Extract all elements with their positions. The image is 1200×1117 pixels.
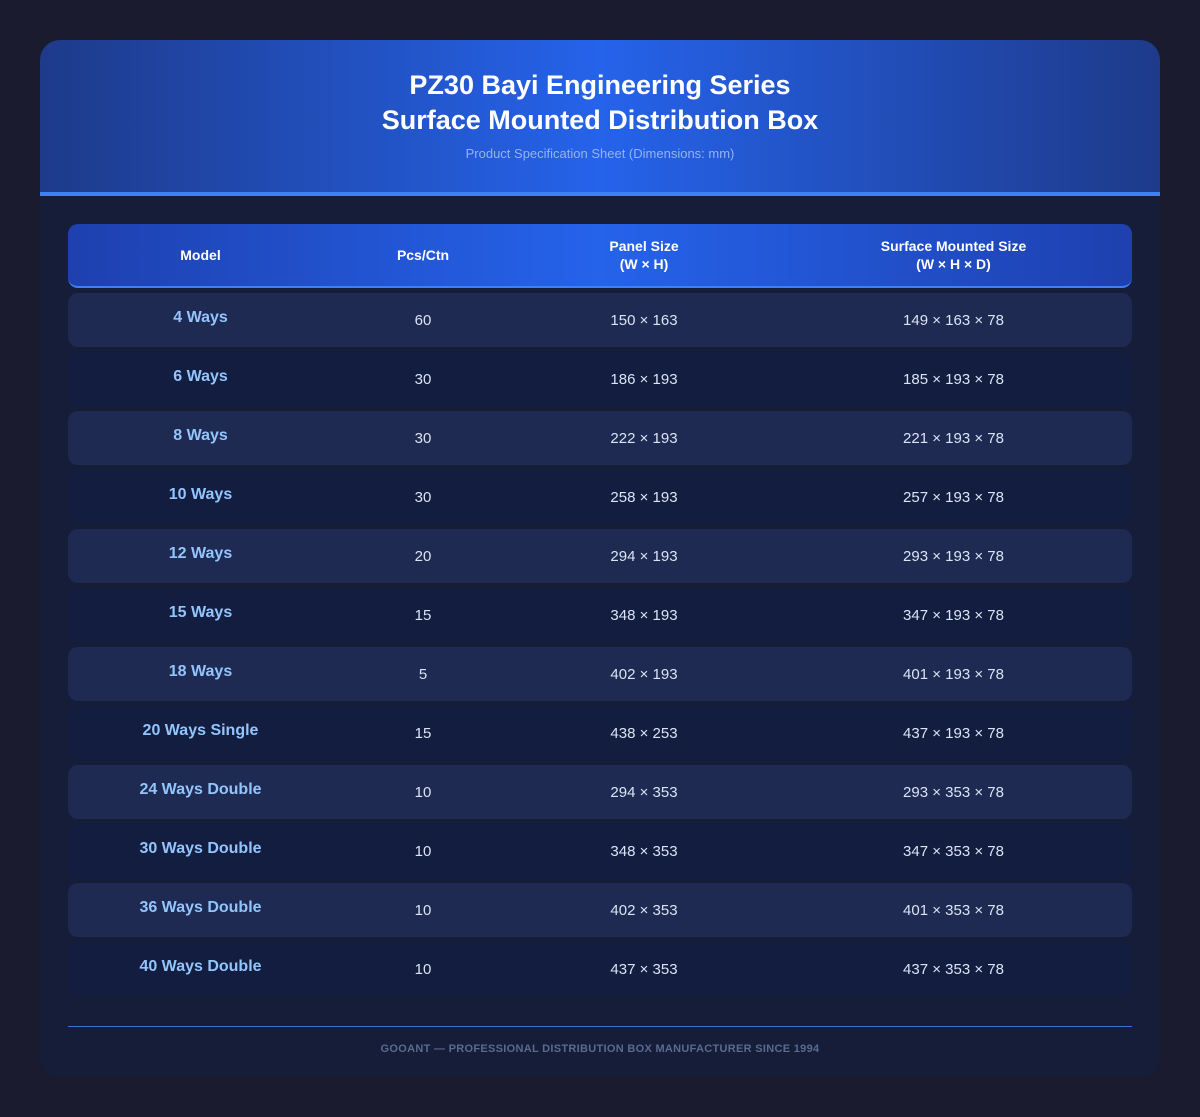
table-row: 30 Ways Double 10 348 × 353 347 × 353 × 78 <box>68 824 1132 878</box>
row-panel-size: 222 × 193 <box>610 429 678 447</box>
row-surface-size: 401 × 193 × 78 <box>903 665 1004 683</box>
column-header-model: Model <box>180 247 221 263</box>
row-surface-size: 257 × 193 × 78 <box>903 488 1004 506</box>
table-row: 18 Ways 5 402 × 193 401 × 193 × 78 <box>68 647 1132 701</box>
table-row: 4 Ways 60 150 × 163 149 × 163 × 78 <box>68 293 1132 347</box>
row-panel-size: 294 × 193 <box>610 547 678 565</box>
row-surface-size: 293 × 193 × 78 <box>903 547 1004 565</box>
row-panel-size: 402 × 353 <box>610 901 678 919</box>
table-row: 36 Ways Double 10 402 × 353 401 × 353 × 78 <box>68 883 1132 937</box>
panel-size-label: Panel Size <box>609 238 679 254</box>
row-surface-size: 437 × 353 × 78 <box>903 960 1004 978</box>
table-row: 20 Ways Single 15 438 × 253 437 × 193 × 78 <box>68 706 1132 760</box>
footer-text: GOOANT — PROFESSIONAL DISTRIBUTION BOX M… <box>380 1043 820 1055</box>
row-model: 24 Ways Double <box>139 781 262 798</box>
row-pcs: 10 <box>414 783 432 801</box>
row-surface-size: 149 × 163 × 78 <box>903 311 1004 329</box>
row-panel-size: 437 × 353 <box>610 960 678 978</box>
title-line-2: Surface Mounted Distribution Box <box>381 105 819 135</box>
table-row: 24 Ways Double 10 294 × 353 293 × 353 × 78 <box>68 765 1132 819</box>
row-model: 4 Ways <box>173 309 228 326</box>
panel-size-unit: (W × H) <box>619 256 669 272</box>
page-title: PZ30 Bayi Engineering Series Surface Mou… <box>40 40 1160 138</box>
row-panel-size: 348 × 193 <box>610 606 678 624</box>
table-body: 4 Ways 60 150 × 163 149 × 163 × 78 6 Ways 30 1… <box>68 293 1132 996</box>
title-line-1: PZ30 Bayi Engineering Series <box>409 70 791 100</box>
row-model: 40 Ways Double <box>139 958 262 975</box>
row-model: 10 Ways <box>168 486 233 503</box>
row-pcs: 10 <box>414 842 432 860</box>
row-pcs: 10 <box>414 960 432 978</box>
row-surface-size: 347 × 193 × 78 <box>903 606 1004 624</box>
header-banner: PZ30 Bayi Engineering Series Surface Mou… <box>40 40 1160 196</box>
row-model: 8 Ways <box>173 427 228 444</box>
spec-sheet-card: PZ30 Bayi Engineering Series Surface Mou… <box>40 40 1160 1077</box>
row-pcs: 15 <box>414 724 432 742</box>
surface-size-label: Surface Mounted Size <box>880 238 1027 254</box>
row-panel-size: 348 × 353 <box>610 842 678 860</box>
row-pcs: 30 <box>414 429 432 447</box>
row-surface-size: 437 × 193 × 78 <box>903 724 1004 742</box>
row-panel-size: 258 × 193 <box>610 488 678 506</box>
row-model: 36 Ways Double <box>139 899 262 916</box>
row-pcs: 5 <box>418 665 428 683</box>
table-row: 8 Ways 30 222 × 193 221 × 193 × 78 <box>68 411 1132 465</box>
table-header-row: Model Pcs/Ctn Panel Size (W × H) Surface… <box>68 224 1132 288</box>
column-header-surface-size: Surface Mounted Size (W × H × D) <box>775 237 1132 273</box>
page-subtitle: Product Specification Sheet (Dimensions:… <box>465 146 735 161</box>
surface-size-unit: (W × H × D) <box>916 256 991 272</box>
row-panel-size: 402 × 193 <box>610 665 678 683</box>
row-pcs: 20 <box>414 547 432 565</box>
row-surface-size: 293 × 353 × 78 <box>903 783 1004 801</box>
row-pcs: 30 <box>414 370 432 388</box>
row-panel-size: 294 × 353 <box>610 783 678 801</box>
table-row: 40 Ways Double 10 437 × 353 437 × 353 × 78 <box>68 942 1132 996</box>
row-model: 6 Ways <box>173 368 228 385</box>
row-panel-size: 186 × 193 <box>610 370 678 388</box>
row-model: 20 Ways Single <box>142 722 259 739</box>
spec-table: Model Pcs/Ctn Panel Size (W × H) Surface… <box>68 224 1132 1001</box>
row-panel-size: 150 × 163 <box>610 311 678 329</box>
table-row: 15 Ways 15 348 × 193 347 × 193 × 78 <box>68 588 1132 642</box>
row-panel-size: 438 × 253 <box>610 724 678 742</box>
row-model: 30 Ways Double <box>139 840 262 857</box>
row-surface-size: 347 × 353 × 78 <box>903 842 1004 860</box>
row-surface-size: 185 × 193 × 78 <box>903 370 1004 388</box>
row-pcs: 15 <box>414 606 432 624</box>
column-header-panel-size: Panel Size (W × H) <box>513 237 775 273</box>
row-pcs: 30 <box>414 488 432 506</box>
column-header-pcs: Pcs/Ctn <box>396 247 450 263</box>
row-pcs: 60 <box>414 311 432 329</box>
row-surface-size: 401 × 353 × 78 <box>903 901 1004 919</box>
row-pcs: 10 <box>414 901 432 919</box>
table-row: 10 Ways 30 258 × 193 257 × 193 × 78 <box>68 470 1132 524</box>
row-surface-size: 221 × 193 × 78 <box>903 429 1004 447</box>
row-model: 18 Ways <box>168 663 233 680</box>
row-model: 12 Ways <box>168 545 233 562</box>
table-row: 6 Ways 30 186 × 193 185 × 193 × 78 <box>68 352 1132 406</box>
footer-divider <box>68 1026 1132 1027</box>
row-model: 15 Ways <box>168 604 233 621</box>
table-row: 12 Ways 20 294 × 193 293 × 193 × 78 <box>68 529 1132 583</box>
